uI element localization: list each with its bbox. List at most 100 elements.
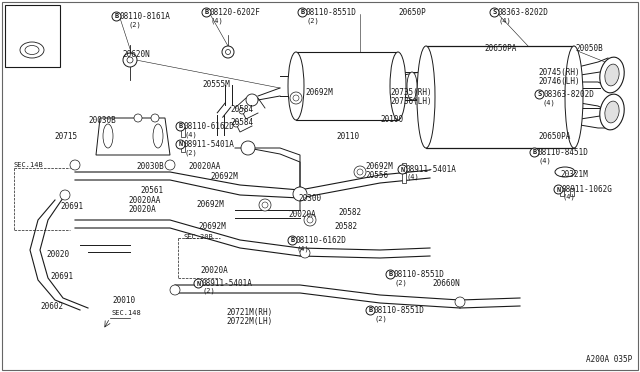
Ellipse shape bbox=[565, 46, 583, 148]
Text: 20660N: 20660N bbox=[432, 279, 460, 288]
Ellipse shape bbox=[288, 52, 304, 120]
Ellipse shape bbox=[357, 169, 363, 175]
Ellipse shape bbox=[390, 52, 406, 120]
Text: 20650P: 20650P bbox=[398, 8, 426, 17]
Text: N: N bbox=[401, 167, 404, 173]
Ellipse shape bbox=[417, 46, 435, 148]
Text: 20020AA: 20020AA bbox=[188, 162, 220, 171]
Text: 20555M: 20555M bbox=[202, 80, 230, 89]
Bar bbox=[426, 46, 574, 148]
Ellipse shape bbox=[134, 114, 142, 122]
Ellipse shape bbox=[290, 92, 302, 104]
Text: B: B bbox=[388, 272, 392, 278]
Text: 20020AA: 20020AA bbox=[128, 196, 161, 205]
Circle shape bbox=[288, 236, 297, 245]
Text: 20602: 20602 bbox=[40, 302, 63, 311]
Text: 08363-8202D: 08363-8202D bbox=[543, 90, 594, 99]
Ellipse shape bbox=[455, 297, 465, 307]
Circle shape bbox=[176, 140, 185, 149]
Text: S: S bbox=[492, 10, 497, 16]
Text: 20010: 20010 bbox=[112, 296, 135, 305]
Text: 20020A: 20020A bbox=[128, 205, 156, 214]
Text: (4): (4) bbox=[296, 245, 308, 251]
Text: (4): (4) bbox=[210, 17, 223, 23]
Ellipse shape bbox=[170, 285, 180, 295]
Text: 20715: 20715 bbox=[54, 132, 77, 141]
Text: 20735(RH): 20735(RH) bbox=[390, 88, 431, 97]
Text: 08110-6162D: 08110-6162D bbox=[184, 122, 235, 131]
Circle shape bbox=[194, 279, 203, 288]
Ellipse shape bbox=[293, 95, 299, 101]
Circle shape bbox=[202, 8, 211, 17]
Text: 20556: 20556 bbox=[365, 171, 388, 180]
Text: 20110: 20110 bbox=[336, 132, 359, 141]
Text: 20300: 20300 bbox=[298, 194, 321, 203]
Text: 20620N: 20620N bbox=[122, 50, 150, 59]
Circle shape bbox=[112, 12, 121, 21]
Text: 08120-6202F: 08120-6202F bbox=[210, 8, 261, 17]
Ellipse shape bbox=[295, 187, 305, 197]
Text: SEC.20B: SEC.20B bbox=[184, 234, 214, 240]
Text: (2): (2) bbox=[202, 288, 215, 295]
Text: 20721M(RH): 20721M(RH) bbox=[226, 308, 272, 317]
Text: 08110-8551D: 08110-8551D bbox=[374, 306, 425, 315]
Ellipse shape bbox=[20, 42, 44, 58]
Circle shape bbox=[298, 8, 307, 17]
Text: 08110-8551D: 08110-8551D bbox=[306, 8, 357, 17]
Ellipse shape bbox=[123, 53, 137, 67]
Ellipse shape bbox=[60, 190, 70, 200]
Text: N: N bbox=[196, 280, 200, 286]
Text: 20020A: 20020A bbox=[288, 210, 316, 219]
Circle shape bbox=[490, 8, 499, 17]
Text: 20584: 20584 bbox=[230, 105, 253, 114]
Text: (2): (2) bbox=[128, 21, 141, 28]
Bar bbox=[570, 188, 574, 196]
Text: 20692M: 20692M bbox=[305, 88, 333, 97]
Text: 20030B: 20030B bbox=[88, 116, 116, 125]
Circle shape bbox=[176, 122, 185, 131]
Text: B: B bbox=[204, 10, 209, 16]
Ellipse shape bbox=[605, 101, 619, 123]
Ellipse shape bbox=[246, 94, 258, 106]
Text: 20746(LH): 20746(LH) bbox=[538, 77, 580, 86]
Ellipse shape bbox=[127, 57, 133, 63]
Text: 20582: 20582 bbox=[334, 222, 357, 231]
Text: (4): (4) bbox=[543, 99, 556, 106]
Ellipse shape bbox=[307, 217, 313, 223]
Text: 20650PA: 20650PA bbox=[538, 132, 570, 141]
Text: (4): (4) bbox=[406, 174, 419, 180]
Text: B: B bbox=[291, 237, 294, 244]
Ellipse shape bbox=[165, 160, 175, 170]
Text: A200A 035P: A200A 035P bbox=[586, 355, 632, 364]
Ellipse shape bbox=[300, 248, 310, 258]
Text: B: B bbox=[532, 150, 536, 155]
Text: 08911-5401A: 08911-5401A bbox=[406, 165, 457, 174]
Text: 20692M: 20692M bbox=[196, 200, 224, 209]
Text: US: US bbox=[28, 14, 36, 23]
Ellipse shape bbox=[225, 49, 230, 55]
Circle shape bbox=[398, 165, 407, 174]
Text: 20691: 20691 bbox=[50, 272, 73, 281]
Text: (4): (4) bbox=[498, 17, 511, 23]
Ellipse shape bbox=[239, 108, 245, 114]
Text: 20722M(LH): 20722M(LH) bbox=[226, 317, 272, 326]
Circle shape bbox=[386, 270, 395, 279]
Ellipse shape bbox=[262, 202, 268, 208]
Text: SEC.148: SEC.148 bbox=[112, 310, 141, 316]
Text: SEC.14B: SEC.14B bbox=[14, 162, 44, 168]
Text: 20692M: 20692M bbox=[210, 172, 237, 181]
Text: 20321M: 20321M bbox=[560, 170, 588, 179]
Bar bbox=[181, 127, 185, 137]
Text: 20020: 20020 bbox=[46, 250, 69, 259]
Ellipse shape bbox=[153, 124, 163, 148]
Circle shape bbox=[366, 306, 375, 315]
Text: 20692M: 20692M bbox=[198, 222, 226, 231]
Text: (4): (4) bbox=[184, 131, 196, 138]
Text: 20030B: 20030B bbox=[136, 162, 164, 171]
Bar bbox=[181, 142, 185, 152]
Ellipse shape bbox=[600, 57, 624, 93]
Text: 20736(LH): 20736(LH) bbox=[390, 97, 431, 106]
Ellipse shape bbox=[70, 160, 80, 170]
Ellipse shape bbox=[151, 114, 159, 122]
Text: (2): (2) bbox=[184, 149, 196, 155]
